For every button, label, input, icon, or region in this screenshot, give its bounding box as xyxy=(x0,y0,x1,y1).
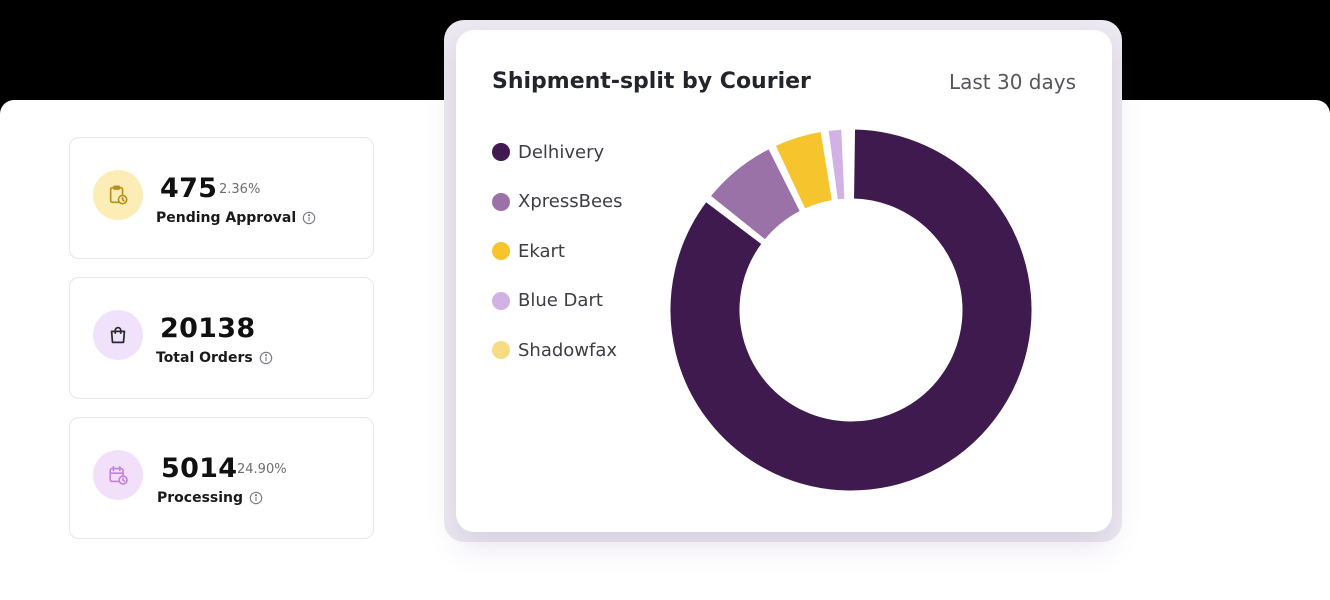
clipboard-clock-icon xyxy=(93,170,143,220)
stat-card-pending-approval[interactable]: 475 2.36% Pending Approval xyxy=(69,137,374,259)
chart-title: Shipment-split by Courier xyxy=(492,69,811,94)
info-icon[interactable] xyxy=(302,211,316,225)
shopping-bag-icon xyxy=(93,310,143,360)
donut-slice-ekart[interactable] xyxy=(772,128,835,212)
stat-value: 475 xyxy=(160,173,218,204)
legend-label: XpressBees xyxy=(518,191,623,212)
stat-card-processing[interactable]: 5014 24.90% Processing xyxy=(69,417,374,539)
stat-value: 20138 xyxy=(160,313,256,344)
chart-card: Shipment-split by Courier Last 30 days D… xyxy=(456,30,1112,532)
donut-slice-delhivery[interactable] xyxy=(667,126,1035,494)
donut-slice-xpressbees[interactable] xyxy=(707,145,804,243)
legend-swatch xyxy=(492,291,510,310)
chart-legend: Delhivery XpressBees Ekart Blue Dart Shadowf… xyxy=(492,142,622,390)
stat-label: Processing xyxy=(157,489,263,507)
info-icon[interactable] xyxy=(259,351,273,365)
stat-percent: 2.36% xyxy=(219,182,261,197)
donut-slice-blue-dart[interactable] xyxy=(825,126,848,203)
calendar-clock-icon xyxy=(93,450,143,500)
donut-slice-shadowfax[interactable] xyxy=(846,126,851,202)
legend-item-xpressbees[interactable]: XpressBees xyxy=(492,191,623,212)
legend-item-ekart[interactable]: Ekart xyxy=(492,240,622,262)
legend-swatch xyxy=(492,192,510,211)
legend-swatch xyxy=(492,341,510,359)
legend-label: Delhivery xyxy=(518,141,605,163)
info-icon[interactable] xyxy=(249,491,263,505)
legend-label: Shadowfax xyxy=(518,339,618,361)
stat-card-total-orders[interactable]: 20138 Total Orders xyxy=(69,277,374,399)
donut-chart xyxy=(667,126,1035,494)
legend-item-blue-dart[interactable]: Blue Dart xyxy=(492,290,622,311)
stat-label-text: Pending Approval xyxy=(156,210,297,226)
stat-value: 5014 xyxy=(161,453,238,484)
legend-label: Blue Dart xyxy=(518,290,603,311)
stat-label-text: Processing xyxy=(157,490,244,506)
legend-swatch xyxy=(492,143,510,161)
legend-item-shadowfax[interactable]: Shadowfax xyxy=(492,339,622,361)
legend-label: Ekart xyxy=(518,240,565,262)
stat-label-text: Total Orders xyxy=(156,350,253,366)
stat-label: Total Orders xyxy=(156,349,273,367)
stat-label: Pending Approval xyxy=(156,209,316,227)
legend-item-delhivery[interactable]: Delhivery xyxy=(492,141,622,163)
date-range-label[interactable]: Last 30 days xyxy=(948,70,1076,94)
stat-percent: 24.90% xyxy=(237,462,287,477)
legend-swatch xyxy=(492,242,510,260)
